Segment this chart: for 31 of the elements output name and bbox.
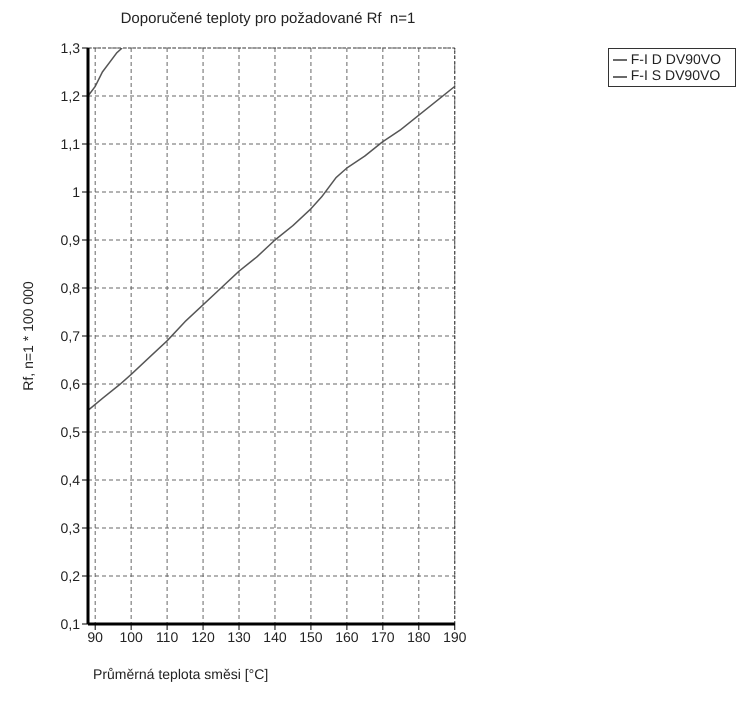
x-tick-label: 170 — [371, 628, 395, 645]
x-tick-label: 120 — [191, 628, 215, 645]
x-tick-label: 160 — [335, 628, 359, 645]
y-tick-label: 1,2 — [60, 88, 80, 104]
y-tick-label: 0,5 — [60, 424, 80, 440]
y-tick-label: 1,1 — [60, 136, 80, 152]
y-tick-label: 0,9 — [60, 232, 80, 248]
y-tick-label: 1,3 — [60, 40, 80, 56]
y-tick-label: 0,6 — [60, 376, 80, 392]
legend-label: F-I S DV90VO — [630, 67, 720, 84]
x-axis-title: Průměrná teplota směsi [°C] — [93, 666, 268, 682]
chart-title: Doporučené teploty pro požadované Rf n=1 — [120, 10, 416, 27]
x-tick-label: 90 — [87, 628, 104, 645]
x-tick-label: 190 — [443, 628, 467, 645]
y-tick-label: 1 — [72, 184, 80, 200]
x-tick-label: 110 — [156, 628, 178, 645]
line-series — [88, 48, 123, 97]
y-tick-label: 0,3 — [60, 520, 80, 536]
x-tick-label: 100 — [119, 628, 144, 645]
x-tick-label: 180 — [407, 628, 431, 645]
x-tick-label: 130 — [227, 628, 251, 645]
y-tick-label: 0,1 — [60, 616, 80, 632]
x-tick-label: 150 — [299, 628, 323, 645]
x-tick-label: 140 — [263, 628, 287, 645]
y-tick-label: 0,2 — [60, 568, 80, 584]
y-tick-label: 0,8 — [60, 280, 80, 296]
line-series — [88, 86, 455, 412]
y-tick-label: 0,7 — [60, 328, 80, 344]
legend-label: F-I D DV90VO — [630, 51, 721, 67]
y-tick-label: 0,4 — [60, 472, 80, 488]
y-axis-title: Rf, n=1 * 100 000 — [20, 281, 36, 391]
